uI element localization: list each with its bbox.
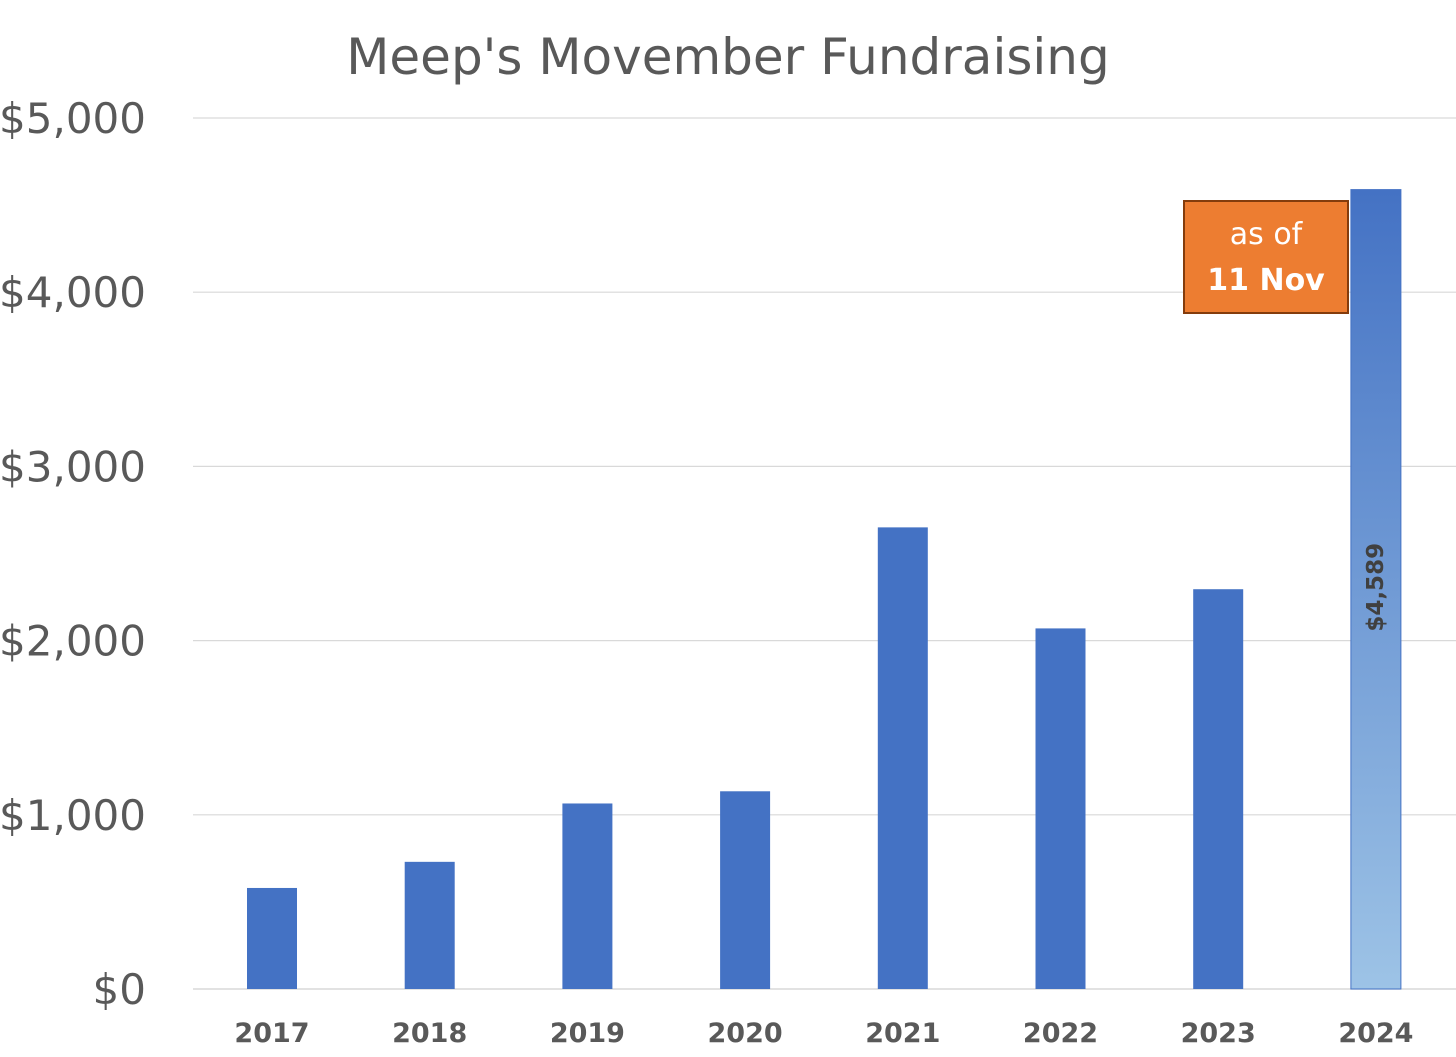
y-tick-label: $2,000: [0, 617, 146, 666]
gridlines: [193, 117, 1456, 990]
x-tick-label-2020: 2020: [708, 1018, 783, 1049]
x-tick-label-2022: 2022: [1023, 1018, 1098, 1049]
y-tick-label: $4,000: [0, 268, 146, 317]
bar-2023: [1193, 589, 1244, 989]
chart-title: Meep's Movember Fundraising: [346, 28, 1109, 86]
bar-2021: [877, 527, 928, 989]
y-tick-label: $5,000: [0, 94, 146, 143]
bar-2019: [562, 803, 613, 989]
x-tick-label-2018: 2018: [392, 1018, 467, 1049]
x-tick-label-2021: 2021: [865, 1018, 940, 1049]
annotation-background: [1183, 200, 1349, 314]
bar-2020: [720, 791, 771, 989]
bar-2022: [1035, 628, 1086, 989]
annotation-line-1: as of: [1230, 217, 1304, 252]
x-tick-label-2023: 2023: [1181, 1018, 1256, 1049]
data-label-2024: $4,589: [1363, 543, 1389, 632]
bar-2017: [247, 887, 297, 989]
x-axis-tick-labels: 2017 2018 2019 2020 2021 2022 2023 2024: [234, 1018, 1413, 1049]
annotation-line-2: 11 Nov: [1207, 263, 1325, 298]
y-axis-tick-labels: $0 $1,000 $2,000 $3,000 $4,000 $5,000: [0, 94, 146, 1014]
y-tick-label: $1,000: [0, 791, 146, 840]
bar-2024: [1350, 189, 1402, 990]
x-tick-label-2019: 2019: [550, 1018, 625, 1049]
y-tick-label: $0: [93, 965, 146, 1014]
x-tick-label-2024: 2024: [1338, 1018, 1413, 1049]
y-tick-label: $3,000: [0, 442, 146, 491]
bars: [247, 189, 1402, 990]
bar-2018: [404, 861, 455, 989]
data-labels: $4,589: [1363, 543, 1389, 632]
x-tick-label-2017: 2017: [234, 1018, 309, 1049]
as-of-annotation-box: as of 11 Nov: [1183, 200, 1349, 314]
